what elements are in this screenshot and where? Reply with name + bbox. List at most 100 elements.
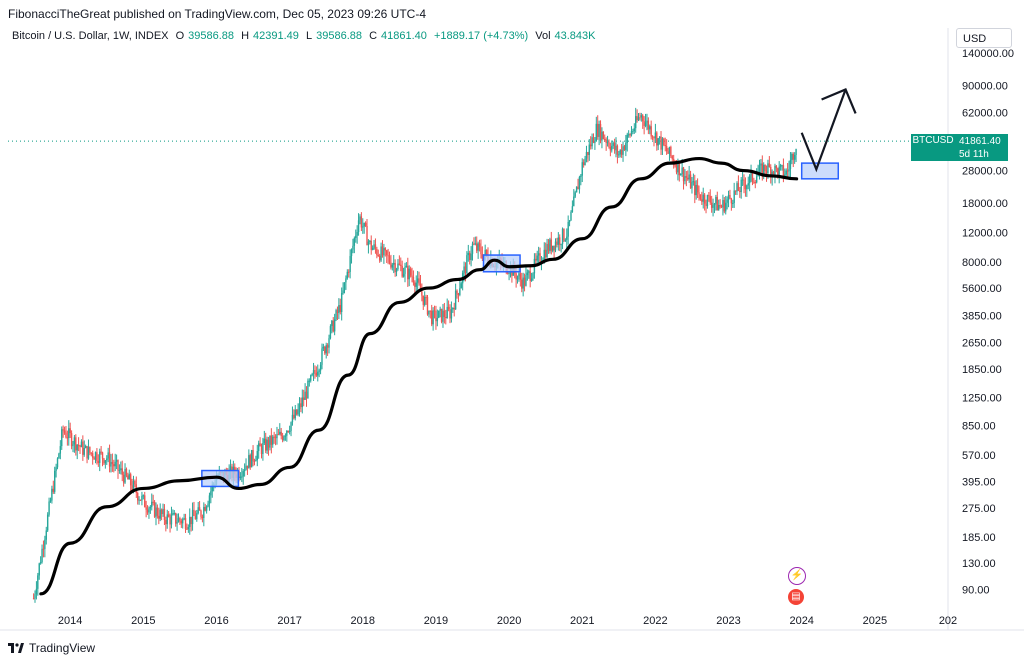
- candle-body: [751, 171, 754, 182]
- candle-body: [390, 262, 392, 268]
- candle-body: [725, 202, 727, 212]
- candle-body: [640, 115, 643, 118]
- candle-body: [357, 220, 360, 233]
- candle-body: [380, 246, 382, 261]
- candle-body: [266, 439, 268, 451]
- candle-body: [456, 290, 458, 294]
- candle-body: [467, 252, 469, 256]
- candle-body: [107, 452, 109, 459]
- candle-body: [61, 429, 63, 447]
- currency-selector[interactable]: USD: [956, 28, 1012, 48]
- brand-name[interactable]: TradingView: [29, 641, 96, 655]
- candle-body: [736, 183, 738, 192]
- candle-body: [139, 499, 142, 501]
- candle-body: [75, 437, 77, 451]
- candle-body: [146, 509, 149, 513]
- candle-body: [52, 488, 54, 492]
- candle-body: [715, 196, 717, 204]
- candle-body: [69, 428, 71, 434]
- candle-body: [657, 138, 659, 146]
- candle-body: [49, 500, 52, 502]
- candle-body: [587, 152, 589, 155]
- candle-body: [370, 240, 372, 250]
- candle-body: [276, 434, 278, 439]
- candle-body: [125, 468, 128, 476]
- candle-body: [246, 465, 249, 469]
- candle-body: [768, 163, 771, 167]
- candle-body: [767, 163, 769, 174]
- candle-body: [425, 296, 427, 298]
- candle-body: [637, 117, 640, 121]
- candle-body: [166, 514, 168, 525]
- candle-body: [211, 484, 213, 492]
- candle-body: [646, 120, 648, 123]
- candle-body: [687, 177, 689, 180]
- candle-body: [668, 146, 671, 154]
- candle-body: [720, 206, 723, 208]
- candle-body: [113, 464, 115, 467]
- candle-body: [629, 134, 631, 136]
- candle-body: [639, 117, 641, 119]
- candle-body: [115, 460, 118, 462]
- candle-body: [79, 445, 81, 448]
- candle-body: [581, 162, 583, 176]
- candle-body: [280, 431, 282, 437]
- candle-body: [301, 397, 303, 408]
- candle-body: [691, 182, 693, 189]
- us-flag-event-icon[interactable]: ▤: [788, 589, 804, 605]
- y-tick-label: 140000.00: [962, 48, 1014, 60]
- candle-body: [770, 166, 772, 178]
- candle-body: [476, 243, 478, 251]
- candle-body: [42, 548, 45, 550]
- candle-body: [39, 562, 42, 564]
- candle-body: [433, 310, 436, 312]
- candle-body: [167, 514, 170, 517]
- legend-high-label: H: [241, 30, 250, 42]
- candle-body: [732, 202, 734, 204]
- candle-body: [203, 506, 205, 518]
- candle-body: [272, 436, 274, 445]
- legend-symbol[interactable]: Bitcoin / U.S. Dollar, 1W, INDEX: [12, 30, 169, 42]
- y-tick-label: 5600.00: [962, 283, 1002, 295]
- candle-body: [51, 488, 53, 501]
- candle-body: [428, 310, 430, 315]
- lightning-event-icon[interactable]: ⚡: [788, 567, 806, 585]
- candle-body: [653, 137, 655, 139]
- x-tick-label: 2021: [570, 615, 594, 627]
- candle-body: [90, 452, 92, 454]
- candle-body: [788, 169, 790, 172]
- candle-body: [172, 513, 174, 515]
- candle-body: [775, 165, 778, 169]
- candle-body: [359, 216, 361, 221]
- candle-body: [737, 183, 740, 191]
- candle-body: [567, 222, 569, 237]
- candle-body: [537, 253, 540, 256]
- candle-body: [423, 296, 426, 305]
- candle-body: [449, 309, 451, 319]
- candle-body: [597, 123, 599, 137]
- candle-body: [722, 200, 724, 208]
- candle-body: [619, 149, 621, 155]
- y-tick-label: 8000.00: [962, 257, 1002, 269]
- candle-body: [108, 452, 111, 467]
- candle-body: [362, 226, 364, 228]
- candle-body: [626, 134, 628, 143]
- candle-body: [556, 241, 558, 245]
- candle-body: [589, 144, 592, 147]
- candle-body: [256, 451, 258, 461]
- candle-body: [656, 132, 658, 146]
- candle-body: [101, 452, 104, 459]
- candle-body: [592, 137, 595, 144]
- candle-body: [200, 510, 202, 517]
- candle-body: [325, 345, 327, 354]
- candle-body: [89, 446, 91, 453]
- candle-body: [35, 588, 38, 595]
- candle-body: [160, 509, 163, 514]
- candle-body: [87, 446, 90, 459]
- candle-body: [317, 371, 319, 376]
- legend-close-value: 41861.40: [381, 30, 427, 42]
- highlight-box: [800, 162, 840, 180]
- candle-body: [371, 247, 374, 250]
- candle-body: [551, 245, 554, 251]
